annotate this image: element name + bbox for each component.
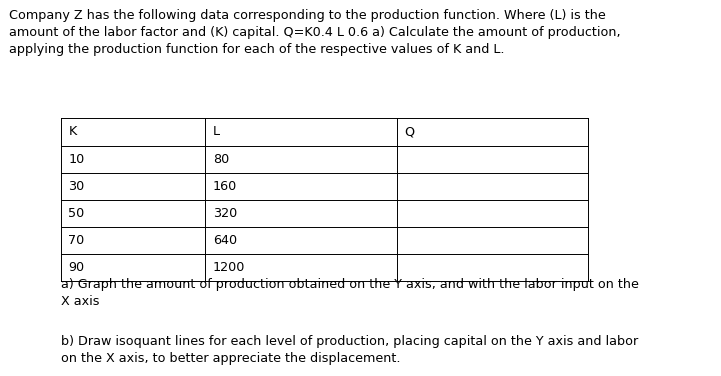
Text: 10: 10: [68, 153, 85, 165]
Text: 320: 320: [213, 207, 237, 220]
Text: Q: Q: [404, 126, 414, 138]
Text: 640: 640: [213, 234, 236, 247]
Text: 1200: 1200: [213, 261, 245, 274]
Text: Company Z has the following data corresponding to the production function. Where: Company Z has the following data corresp…: [9, 9, 620, 56]
Text: 90: 90: [68, 261, 84, 274]
Text: K: K: [68, 126, 76, 138]
Text: 80: 80: [213, 153, 229, 165]
Text: 160: 160: [213, 180, 237, 193]
Text: L: L: [213, 126, 220, 138]
Text: 70: 70: [68, 234, 85, 247]
Text: b) Draw isoquant lines for each level of production, placing capital on the Y ax: b) Draw isoquant lines for each level of…: [61, 335, 639, 365]
Text: a) Graph the amount of production obtained on the Y axis, and with the labor inp: a) Graph the amount of production obtain…: [61, 278, 639, 308]
Text: 30: 30: [68, 180, 85, 193]
Text: 50: 50: [68, 207, 85, 220]
